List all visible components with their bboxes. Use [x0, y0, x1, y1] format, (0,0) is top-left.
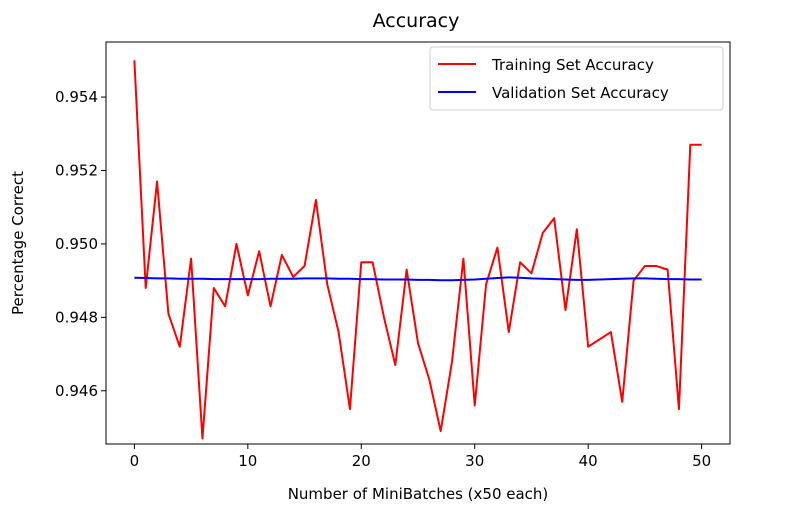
y-axis-ticks: 0.946 0.948 0.950 0.952 0.954: [55, 88, 106, 400]
y-tick-label: 0.950: [55, 235, 98, 253]
x-tick-label: 20: [352, 452, 371, 470]
legend: Training Set Accuracy Validation Set Acc…: [429, 46, 724, 111]
legend-label-training: Training Set Accuracy: [491, 56, 654, 74]
x-tick-label: 40: [579, 452, 598, 470]
y-tick-label: 0.954: [55, 88, 98, 106]
x-tick-label: 10: [238, 452, 257, 470]
y-tick-label: 0.946: [55, 382, 98, 400]
x-axis-ticks: 0 10 20 30 40 50: [130, 444, 711, 470]
x-tick-label: 30: [465, 452, 484, 470]
y-tick-label: 0.948: [55, 308, 98, 326]
validation-accuracy-line: [134, 276, 702, 282]
series-lines: [133, 60, 702, 440]
x-tick-label: 0: [130, 452, 140, 470]
legend-box: [429, 46, 724, 111]
chart-title: Accuracy: [373, 10, 460, 32]
x-axis-label: Number of MiniBatches (x50 each): [288, 485, 549, 503]
y-tick-label: 0.952: [55, 161, 98, 179]
y-axis-label: Percentage Correct: [9, 171, 27, 315]
x-tick-label: 50: [692, 452, 711, 470]
legend-label-validation: Validation Set Accuracy: [492, 84, 669, 102]
training-accuracy-line: [133, 60, 702, 440]
